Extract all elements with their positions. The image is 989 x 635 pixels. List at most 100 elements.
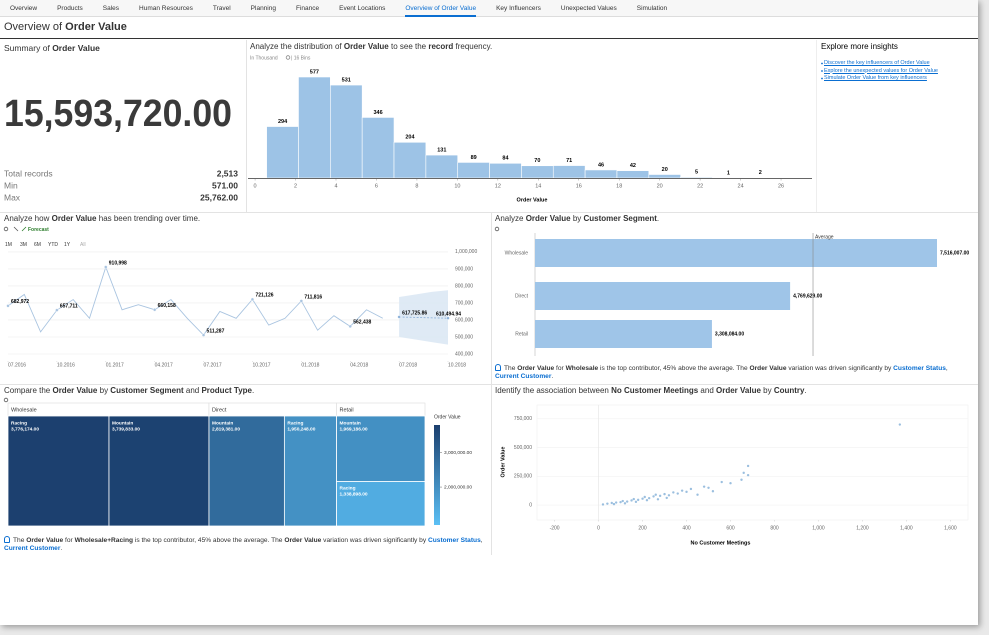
tab[interactable]: Products: [57, 4, 83, 12]
x-tick-label: 1,600: [944, 525, 957, 531]
tab[interactable]: Unexpected Values: [560, 4, 617, 12]
tab[interactable]: Simulation: [636, 4, 668, 12]
text-part: record: [428, 42, 454, 51]
tab[interactable]: Key Influencers: [496, 4, 541, 12]
text-part: Identify the association between: [495, 386, 612, 395]
point: [446, 316, 450, 320]
data-label: 2: [759, 170, 762, 176]
insight-link[interactable]: Simulate Order Value from key influencer…: [824, 75, 927, 81]
text-part: Customer Segment: [583, 214, 657, 223]
line-series: [7, 265, 384, 336]
cell-label: Mountain: [212, 420, 233, 426]
text-part: .: [551, 373, 554, 380]
text-part: Order Value: [65, 21, 127, 33]
x-tick-label: 26: [778, 183, 784, 189]
x-tick-label: 400: [682, 525, 691, 531]
x-tick-label: 1,000: [812, 525, 825, 531]
range-button[interactable]: 6M: [34, 242, 41, 248]
panel-title: Overview of Order Value: [4, 21, 127, 33]
cell-label: Mountain: [112, 420, 133, 426]
scatter-point: [614, 501, 618, 504]
text-part: Order Value: [343, 42, 389, 51]
x-tick-label: 04.2018: [350, 362, 368, 368]
scatter-point: [621, 499, 624, 503]
bar: [535, 282, 791, 310]
x-tick-label: 07.2016: [8, 362, 26, 368]
panel-title: Identify the association between No Cust…: [495, 386, 807, 395]
treemap-cell: [336, 481, 426, 527]
text-part: variation was driven significantly by: [786, 365, 894, 372]
icon: [21, 226, 27, 232]
range-button[interactable]: 1M: [5, 242, 12, 248]
axis-label: Order Value: [517, 197, 548, 203]
text-part: Analyze how: [4, 214, 52, 223]
insight-link[interactable]: Customer Status: [427, 537, 481, 544]
cell-value: 1,969,186.00: [340, 426, 368, 432]
insight-link[interactable]: Explore the unexpected values for Order …: [824, 67, 938, 74]
cell-value: 3,776,174.00: [11, 426, 39, 432]
x-tick-label: 10: [454, 183, 460, 189]
tab[interactable]: Travel: [212, 4, 231, 12]
text-part: is the top contributor, 45% above the av…: [598, 365, 750, 372]
text-part: Order Value: [716, 386, 761, 395]
axis-label: No Customer Meetings: [691, 540, 751, 546]
x-tick-label: 10.2017: [252, 362, 270, 368]
range-button[interactable]: 1Y: [64, 242, 71, 248]
x-tick-label: 0: [597, 525, 600, 531]
panel-title: Compare the Order Value by Customer Segm…: [4, 386, 254, 395]
range-button[interactable]: 3M: [20, 242, 27, 248]
y-tick-label: 600,000: [455, 317, 473, 323]
forecast-label: Forecast: [28, 227, 49, 233]
scatter-point: [645, 499, 649, 502]
insight-link[interactable]: Discover the key influencers of Order Va…: [824, 60, 930, 66]
x-tick-label: 10.2018: [448, 362, 466, 368]
x-tick-label: 600: [726, 525, 735, 531]
x-tick-label: 2: [294, 183, 297, 189]
y-tick-label: 500,000: [455, 334, 473, 340]
insight-link[interactable]: Current Customer: [4, 545, 61, 552]
tab[interactable]: Human Resources: [139, 4, 193, 12]
x-tick-label: -200: [550, 525, 560, 531]
scatter-point: [729, 482, 732, 485]
scatter-point: [740, 478, 743, 481]
data-label: 3,308,084.00: [715, 331, 744, 337]
tab[interactable]: Finance: [295, 4, 320, 12]
insight-link[interactable]: Current Customer: [495, 373, 552, 380]
treemap-cell: [208, 415, 285, 527]
text-part: The: [13, 537, 27, 544]
text-part: has been trending over time.: [96, 214, 201, 223]
range-button[interactable]: All: [80, 242, 86, 248]
x-tick-label: 01.2018: [301, 362, 319, 368]
scatter-point: [663, 492, 666, 496]
scatter-point: [742, 471, 745, 475]
tab-bar: Overview Products Sales Human Resources Trav…: [0, 0, 978, 17]
tab[interactable]: Overview: [10, 4, 38, 12]
bullet: [821, 77, 823, 80]
x-tick-label: 07.2018: [399, 362, 417, 368]
range-button[interactable]: YTD: [48, 242, 58, 248]
scatter-point: [658, 494, 662, 498]
histogram-bar: [680, 176, 713, 179]
tab[interactable]: Planning: [250, 4, 276, 12]
histogram-bar: [361, 117, 395, 179]
line-series: [399, 316, 449, 319]
y-tick-label: 900,000: [455, 266, 473, 272]
group-label: Retail: [340, 407, 354, 413]
y-tick-label: 700,000: [455, 300, 473, 306]
tab[interactable]: Overview of Order Value: [405, 0, 477, 17]
text-part: and: [698, 386, 716, 395]
average-label: Average: [815, 234, 834, 240]
y-tick-label: 250,000: [514, 474, 532, 480]
insight-link[interactable]: Customer Status: [893, 365, 946, 372]
point: [104, 265, 108, 269]
tab[interactable]: Sales: [102, 4, 120, 12]
x-tick-label: 16: [576, 183, 582, 189]
x-tick-label: 04.2017: [155, 362, 173, 368]
data-label: 346: [374, 110, 383, 116]
x-tick-label: 1,400: [900, 525, 913, 531]
data-label: 89: [471, 155, 477, 161]
text-part: for: [554, 365, 566, 372]
text-part: Order Value: [525, 214, 571, 223]
data-label: 7,516,007.00: [940, 250, 969, 256]
tab[interactable]: Event Locations: [339, 4, 386, 12]
